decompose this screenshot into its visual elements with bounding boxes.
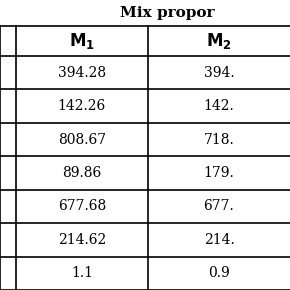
Text: $\mathbf{M_2}$: $\mathbf{M_2}$ (206, 31, 232, 51)
Text: 394.28: 394.28 (58, 66, 106, 80)
Text: 89.86: 89.86 (62, 166, 102, 180)
Text: $\mathbf{M_1}$: $\mathbf{M_1}$ (69, 31, 95, 51)
Text: 718.: 718. (204, 133, 234, 146)
Text: 677.: 677. (204, 200, 234, 213)
Text: 0.9: 0.9 (208, 266, 230, 280)
Text: 808.67: 808.67 (58, 133, 106, 146)
Text: 214.: 214. (204, 233, 234, 247)
Text: 142.: 142. (204, 99, 234, 113)
Text: 179.: 179. (204, 166, 234, 180)
Text: 214.62: 214.62 (58, 233, 106, 247)
Text: 677.68: 677.68 (58, 200, 106, 213)
Text: 394.: 394. (204, 66, 234, 80)
Text: 1.1: 1.1 (71, 266, 93, 280)
Text: Mix propor: Mix propor (120, 6, 215, 20)
Text: 142.26: 142.26 (58, 99, 106, 113)
